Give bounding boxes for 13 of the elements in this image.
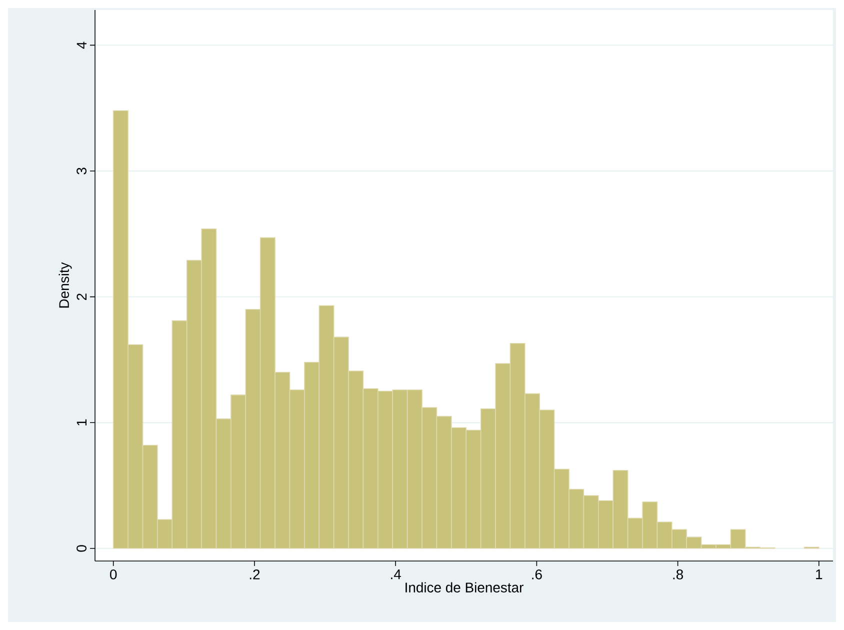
x-tick-label: .4 [391, 570, 401, 580]
x-axis-title: Indice de Bienestar [406, 582, 524, 592]
y-tick-label: 1 [76, 419, 86, 426]
y-tick-label: 4 [76, 42, 86, 49]
x-tick-label: 0 [110, 569, 117, 580]
x-tick-label: .8 [673, 569, 684, 580]
x-tick-label: .6 [532, 569, 542, 580]
y-tick-label: 2 [76, 294, 86, 300]
y-tick-label: 0 [76, 545, 86, 552]
y-axis-title: Density [58, 262, 72, 308]
x-tick-label: 1 [816, 570, 822, 580]
x-tick-label: .2 [250, 569, 260, 580]
y-tick-label: 3 [76, 168, 86, 174]
